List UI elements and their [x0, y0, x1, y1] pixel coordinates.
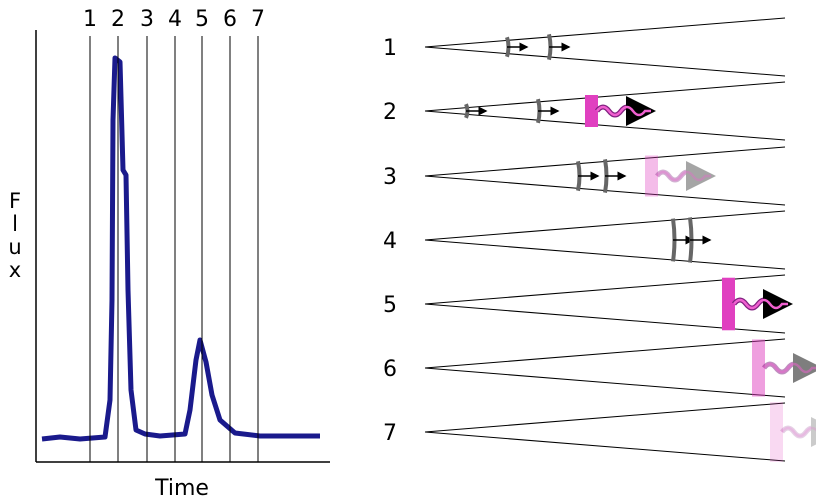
emission-region [645, 155, 658, 197]
photon-arrow [655, 161, 716, 191]
emission-region [770, 402, 783, 462]
wedge-top [424, 81, 786, 112]
photon-arrow-fill [596, 105, 651, 117]
wedge-bottom [424, 367, 786, 398]
stage-label: 1 [383, 36, 397, 61]
marker-label: 3 [140, 7, 154, 32]
wedge-bottom [424, 46, 786, 77]
light-curve [41, 55, 320, 442]
photon-arrow-fill [733, 298, 788, 310]
wedge-top [424, 338, 786, 369]
stage-label: 6 [383, 357, 397, 382]
emission-region [752, 339, 765, 397]
wedge-top [424, 402, 786, 433]
marker-label: 1 [83, 7, 97, 32]
wedge-top [424, 17, 786, 48]
wedge-bottom [424, 239, 786, 270]
wedge-bottom [424, 110, 786, 141]
marker-label: 6 [223, 7, 237, 32]
stage-label: 7 [383, 421, 397, 446]
stage-label: 5 [383, 293, 397, 318]
stage-label: 2 [383, 100, 397, 125]
marker-label: 7 [251, 7, 265, 32]
marker-label: 2 [111, 7, 125, 32]
y-label: Flux [8, 189, 22, 282]
marker-label: 4 [168, 7, 182, 32]
photon-arrow-fill [781, 426, 816, 438]
photon-arrow-fill [656, 170, 711, 182]
photon-arrow [780, 417, 816, 447]
wedge-bottom [424, 431, 786, 462]
photon-arrow-fill [763, 362, 816, 374]
marker-label: 5 [195, 7, 209, 32]
x-label: Time [154, 476, 209, 501]
emission-region [585, 95, 598, 127]
wedge-top [424, 210, 786, 241]
stage-label: 3 [383, 165, 397, 190]
stage-label: 4 [383, 229, 397, 254]
emission-region [722, 277, 735, 331]
